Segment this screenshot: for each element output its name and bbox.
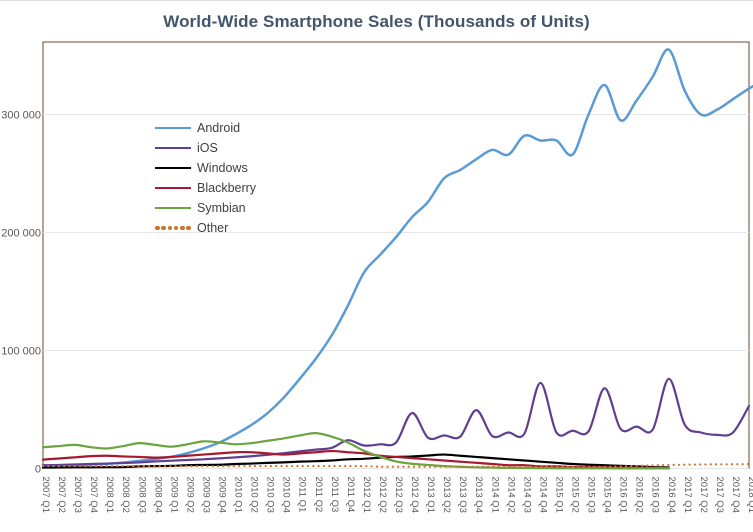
svg-text:2016 Q3: 2016 Q3 [650, 477, 661, 513]
svg-text:2013 Q1: 2013 Q1 [425, 477, 436, 513]
svg-text:0: 0 [35, 464, 41, 476]
svg-text:2011 Q1: 2011 Q1 [297, 477, 308, 513]
svg-text:2016 Q1: 2016 Q1 [618, 477, 629, 513]
svg-text:2007 Q2: 2007 Q2 [56, 477, 67, 513]
svg-text:2016 Q4: 2016 Q4 [666, 477, 677, 513]
svg-text:2010 Q2: 2010 Q2 [249, 477, 260, 513]
svg-text:2009 Q1: 2009 Q1 [168, 477, 179, 513]
svg-text:2012 Q4: 2012 Q4 [409, 477, 420, 513]
svg-text:2014 Q2: 2014 Q2 [505, 477, 516, 513]
svg-text:2012 Q3: 2012 Q3 [393, 477, 404, 513]
svg-text:2013 Q2: 2013 Q2 [441, 477, 452, 513]
svg-text:2017 Q3: 2017 Q3 [714, 477, 725, 513]
svg-text:2010 Q4: 2010 Q4 [281, 477, 292, 513]
svg-text:2007 Q3: 2007 Q3 [72, 477, 83, 513]
svg-text:2013 Q4: 2013 Q4 [473, 477, 484, 513]
svg-text:2012 Q2: 2012 Q2 [377, 477, 388, 513]
svg-text:2011 Q2: 2011 Q2 [313, 477, 324, 513]
svg-text:2008 Q3: 2008 Q3 [136, 477, 147, 513]
svg-text:2010 Q3: 2010 Q3 [265, 477, 276, 513]
svg-text:2016 Q2: 2016 Q2 [634, 477, 645, 513]
svg-text:2014 Q4: 2014 Q4 [537, 477, 548, 513]
svg-text:2009 Q4: 2009 Q4 [217, 477, 228, 513]
svg-text:2017 Q1: 2017 Q1 [682, 477, 693, 513]
svg-text:2012 Q1: 2012 Q1 [361, 477, 372, 513]
svg-text:2015 Q2: 2015 Q2 [570, 477, 581, 513]
svg-text:300 000: 300 000 [1, 110, 41, 122]
svg-text:100 000: 100 000 [1, 346, 41, 358]
svg-text:2015 Q3: 2015 Q3 [586, 477, 597, 513]
svg-text:2009 Q2: 2009 Q2 [184, 477, 195, 513]
svg-text:2010 Q1: 2010 Q1 [233, 477, 244, 513]
svg-text:2009 Q3: 2009 Q3 [200, 477, 211, 513]
svg-text:2008 Q1: 2008 Q1 [104, 477, 115, 513]
svg-text:2008 Q4: 2008 Q4 [152, 477, 163, 513]
svg-text:2011 Q3: 2011 Q3 [329, 477, 340, 513]
svg-text:2008 Q2: 2008 Q2 [120, 477, 131, 513]
svg-text:2007 Q4: 2007 Q4 [88, 477, 99, 513]
svg-text:2013 Q3: 2013 Q3 [457, 477, 468, 513]
svg-text:2018 Q1: 2018 Q1 [746, 477, 753, 513]
svg-text:2011 Q4: 2011 Q4 [345, 477, 356, 513]
svg-text:2015 Q4: 2015 Q4 [602, 477, 613, 513]
svg-text:2017 Q4: 2017 Q4 [730, 477, 741, 513]
svg-text:200 000: 200 000 [1, 228, 41, 240]
svg-text:2015 Q1: 2015 Q1 [553, 477, 564, 513]
svg-text:2007 Q1: 2007 Q1 [40, 477, 51, 513]
svg-text:2014 Q1: 2014 Q1 [489, 477, 500, 513]
svg-text:2014 Q3: 2014 Q3 [521, 477, 532, 513]
svg-text:2017 Q2: 2017 Q2 [698, 477, 709, 513]
